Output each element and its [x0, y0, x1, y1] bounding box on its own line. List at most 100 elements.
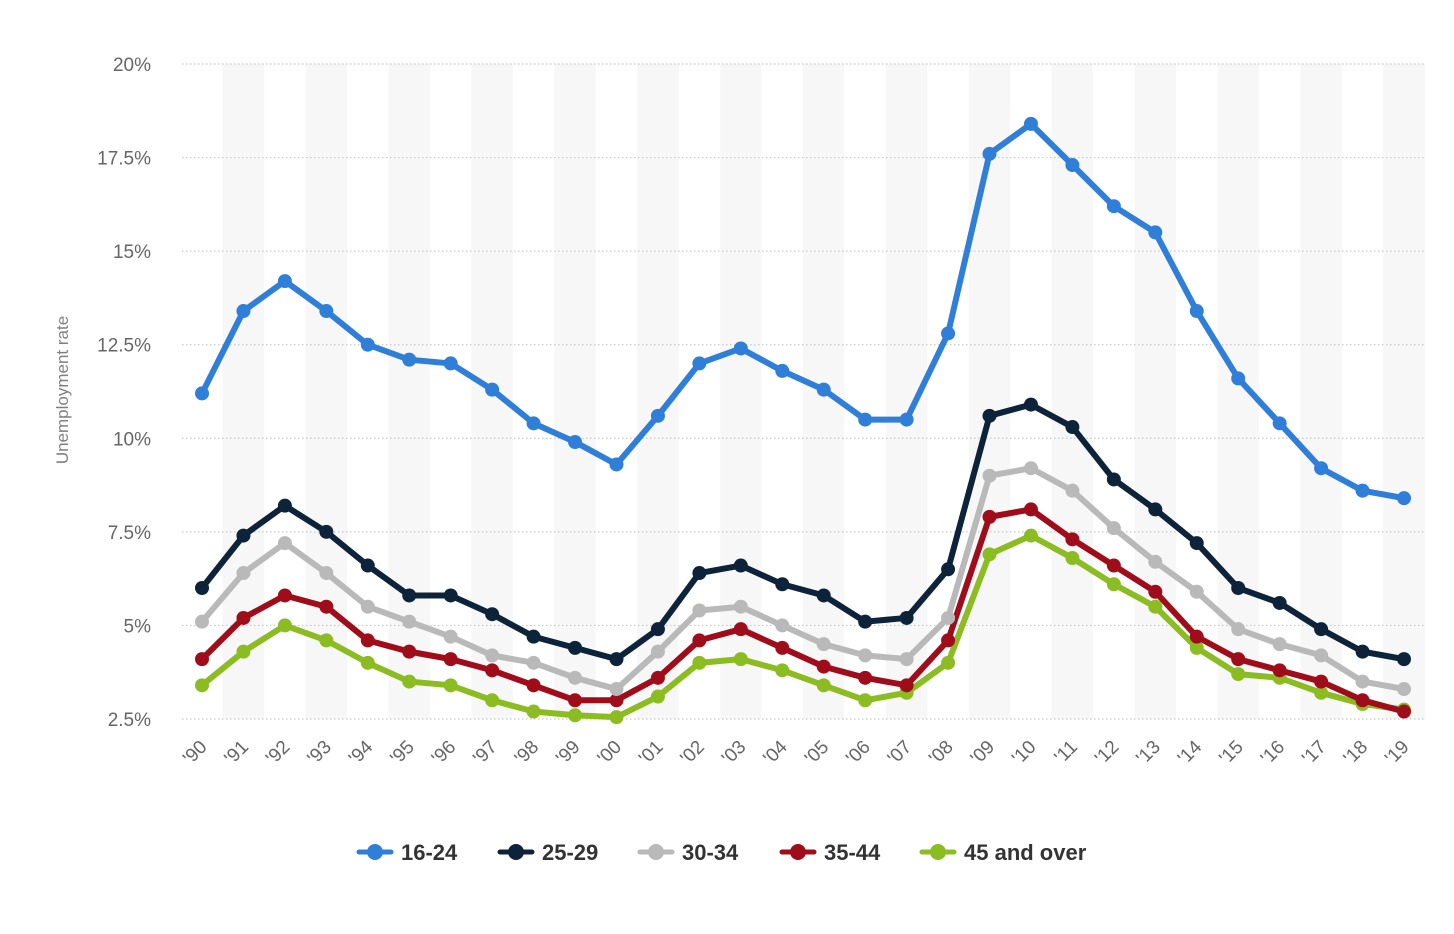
data-point[interactable]: [1314, 648, 1329, 663]
data-point[interactable]: [1189, 584, 1204, 599]
data-point[interactable]: [858, 648, 873, 663]
data-point[interactable]: [1065, 158, 1080, 173]
data-point[interactable]: [319, 633, 334, 648]
data-point[interactable]: [1355, 693, 1370, 708]
data-point[interactable]: [941, 655, 956, 670]
data-point[interactable]: [443, 356, 458, 371]
series-16-24[interactable]: [195, 116, 1411, 506]
data-point[interactable]: [485, 663, 500, 678]
data-point[interactable]: [443, 588, 458, 603]
data-point[interactable]: [1397, 491, 1411, 506]
data-point[interactable]: [1272, 595, 1287, 610]
data-point[interactable]: [1023, 528, 1038, 543]
data-point[interactable]: [526, 704, 541, 719]
data-point[interactable]: [775, 640, 790, 655]
data-point[interactable]: [319, 599, 334, 614]
data-point[interactable]: [195, 678, 209, 693]
data-point[interactable]: [1314, 461, 1329, 476]
series-line[interactable]: [199, 465, 1407, 693]
data-point[interactable]: [568, 670, 583, 685]
data-point[interactable]: [1189, 629, 1204, 644]
data-point[interactable]: [1189, 536, 1204, 551]
data-point[interactable]: [195, 614, 209, 629]
data-point[interactable]: [816, 637, 831, 652]
data-point[interactable]: [858, 670, 873, 685]
data-point[interactable]: [236, 644, 251, 659]
data-point[interactable]: [1189, 304, 1204, 319]
legend[interactable]: 16-24 25-29 30-34 35-44 45 and over: [356, 840, 1087, 865]
data-point[interactable]: [236, 566, 251, 581]
data-point[interactable]: [1314, 674, 1329, 689]
data-point[interactable]: [526, 416, 541, 431]
data-point[interactable]: [816, 678, 831, 693]
series-35-44[interactable]: [195, 502, 1411, 719]
data-point[interactable]: [402, 644, 417, 659]
data-point[interactable]: [526, 678, 541, 693]
data-point[interactable]: [526, 629, 541, 644]
series-line[interactable]: [199, 120, 1407, 502]
data-point[interactable]: [899, 610, 914, 625]
data-point[interactable]: [236, 304, 251, 319]
data-point[interactable]: [1023, 116, 1038, 131]
data-point[interactable]: [609, 693, 624, 708]
data-point[interactable]: [1023, 397, 1038, 412]
legend-item[interactable]: 35-44: [779, 840, 881, 865]
data-point[interactable]: [982, 547, 997, 562]
data-point[interactable]: [609, 457, 624, 472]
data-point[interactable]: [692, 566, 707, 581]
data-point[interactable]: [650, 622, 665, 637]
data-point[interactable]: [1355, 483, 1370, 498]
data-point[interactable]: [1231, 622, 1246, 637]
data-point[interactable]: [1023, 502, 1038, 517]
series-45-and-over[interactable]: [195, 528, 1411, 725]
data-point[interactable]: [1065, 551, 1080, 566]
data-point[interactable]: [1106, 558, 1121, 573]
data-point[interactable]: [402, 674, 417, 689]
data-point[interactable]: [899, 652, 914, 667]
data-point[interactable]: [1023, 461, 1038, 476]
data-point[interactable]: [775, 363, 790, 378]
data-point[interactable]: [1272, 416, 1287, 431]
data-point[interactable]: [1272, 637, 1287, 652]
data-point[interactable]: [941, 633, 956, 648]
data-point[interactable]: [733, 599, 748, 614]
data-point[interactable]: [1231, 652, 1246, 667]
data-point[interactable]: [982, 468, 997, 483]
legend-item[interactable]: 30-34: [637, 840, 739, 865]
legend-item[interactable]: 16-24: [356, 840, 458, 865]
series-line[interactable]: [199, 506, 1407, 715]
data-point[interactable]: [485, 607, 500, 622]
data-point[interactable]: [443, 678, 458, 693]
data-point[interactable]: [443, 652, 458, 667]
data-point[interactable]: [277, 274, 292, 289]
data-point[interactable]: [858, 693, 873, 708]
data-point[interactable]: [692, 655, 707, 670]
data-point[interactable]: [485, 693, 500, 708]
data-point[interactable]: [360, 558, 375, 573]
data-point[interactable]: [692, 603, 707, 618]
data-point[interactable]: [1148, 554, 1163, 569]
data-point[interactable]: [277, 588, 292, 603]
data-point[interactable]: [1148, 502, 1163, 517]
data-point[interactable]: [733, 341, 748, 356]
data-point[interactable]: [816, 382, 831, 397]
data-point[interactable]: [1314, 685, 1329, 700]
data-point[interactable]: [941, 562, 956, 577]
data-point[interactable]: [692, 633, 707, 648]
data-point[interactable]: [568, 693, 583, 708]
data-point[interactable]: [402, 588, 417, 603]
data-point[interactable]: [692, 356, 707, 371]
data-point[interactable]: [402, 352, 417, 367]
data-point[interactable]: [526, 655, 541, 670]
data-point[interactable]: [1148, 584, 1163, 599]
data-point[interactable]: [485, 382, 500, 397]
data-point[interactable]: [195, 386, 209, 401]
data-point[interactable]: [733, 558, 748, 573]
series-25-29[interactable]: [195, 397, 1411, 667]
data-point[interactable]: [1065, 483, 1080, 498]
data-point[interactable]: [277, 498, 292, 513]
data-point[interactable]: [443, 629, 458, 644]
data-point[interactable]: [1231, 581, 1246, 595]
data-point[interactable]: [485, 648, 500, 663]
data-point[interactable]: [1355, 674, 1370, 689]
